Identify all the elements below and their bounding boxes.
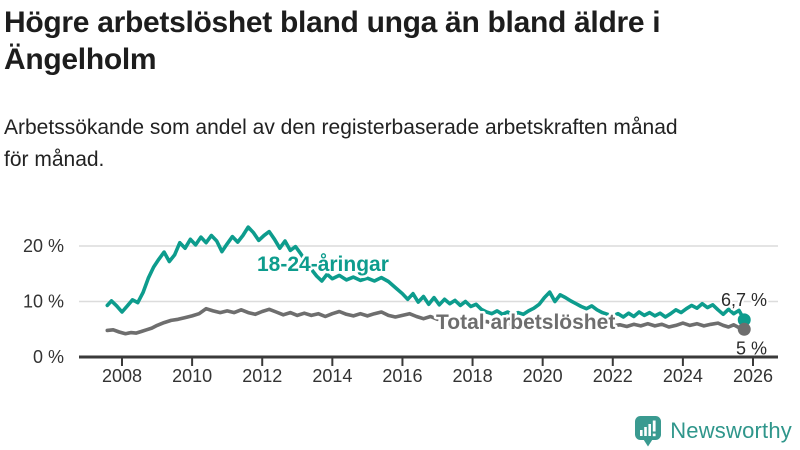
x-tick-label-2024: 2024 [663, 366, 703, 386]
y-tick-label-0: 0 % [33, 347, 64, 367]
series-youth-label: 18-24-åringar [257, 253, 389, 276]
x-tick-label-2026: 2026 [733, 366, 773, 386]
x-tick-label-2008: 2008 [102, 366, 142, 386]
newsworthy-wordmark: Newsworthy [670, 418, 792, 443]
x-tick-label-2020: 2020 [523, 366, 563, 386]
x-tick-label-2022: 2022 [593, 366, 633, 386]
x-tick-label-2014: 2014 [312, 366, 352, 386]
x-tick-label-2018: 2018 [453, 366, 493, 386]
chart-subtitle: Arbetssökande som andel av den registerb… [4, 112, 788, 176]
series-youth-end-value: 6,7 % [721, 290, 767, 310]
series-total-end-dot [737, 322, 751, 336]
series-youth-end-dot [737, 313, 751, 327]
newsworthy-chart-bubble-icon [635, 416, 662, 447]
series-total-line [105, 306, 746, 336]
x-tick-label-2010: 2010 [172, 366, 212, 386]
y-tick-label-10: 10 % [23, 292, 64, 312]
chart-title-line-2: Ängelholm [4, 43, 157, 76]
series-youth-line [105, 225, 746, 322]
chart-title-line-1: Högre arbetslöshet bland unga än bland ä… [4, 6, 661, 39]
y-tick-label-20: 20 % [23, 236, 64, 256]
x-tick-label-2012: 2012 [242, 366, 282, 386]
chart-title: Högre arbetslöshet bland unga än bland ä… [4, 4, 784, 78]
series-total-end-value: 5 % [736, 338, 767, 358]
chart-subtitle-line-1: Arbetssökande som andel av den registerb… [4, 116, 678, 139]
series-total-label: Total arbetslöshet [436, 311, 615, 334]
x-tick-label-2016: 2016 [382, 366, 422, 386]
chart-subtitle-line-2: för månad. [4, 148, 105, 171]
newsworthy-logo[interactable]: Newsworthy [634, 414, 792, 448]
